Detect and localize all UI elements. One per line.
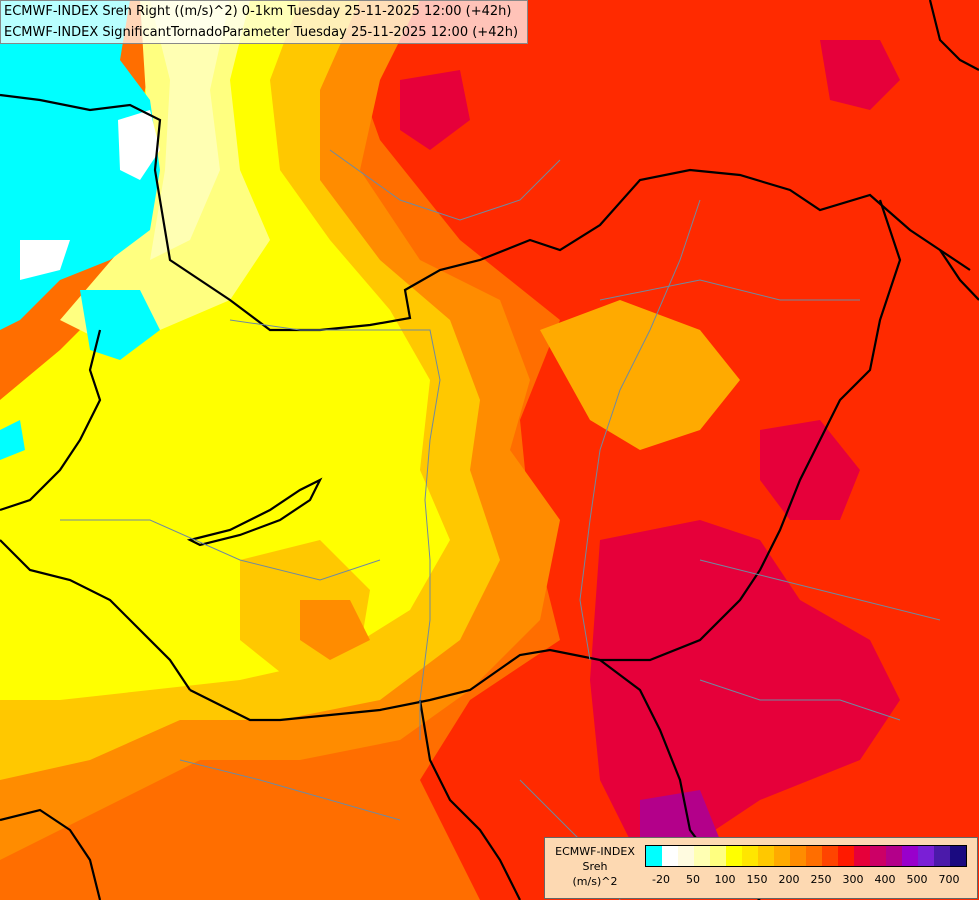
- border-east-edge: [939, 249, 979, 301]
- border-far-southwest: [0, 808, 102, 900]
- river-danube: [229, 319, 441, 740]
- region-white-patch-2: [20, 240, 70, 280]
- legend-swatch: [870, 846, 886, 866]
- border-far-northeast: [928, 0, 979, 71]
- region-line-3: [599, 279, 860, 301]
- region-cream: [150, 0, 230, 260]
- legend-swatch: [806, 846, 822, 866]
- region-crimson-east: [760, 420, 860, 520]
- border-south: [418, 699, 521, 900]
- legend-swatch: [822, 846, 838, 866]
- region-orange-southwest: [300, 600, 370, 660]
- legend-swatch: [646, 846, 662, 866]
- region-yellow: [0, 0, 450, 700]
- region-line-2: [60, 519, 381, 581]
- region-orange-patch-center: [540, 300, 740, 450]
- legend-source: ECMWF-INDEX: [555, 845, 635, 858]
- border-southwest: [0, 539, 191, 691]
- legend-swatch: [710, 846, 726, 866]
- legend-swatch: [694, 846, 710, 866]
- map-title-box: ECMWF-INDEX Sreh Right ((m/s)^2) 0-1km T…: [0, 0, 528, 44]
- legend-swatch: [838, 846, 854, 866]
- title-line-stp: ECMWF-INDEX SignificantTornadoParameter …: [4, 25, 519, 40]
- border-hungary-east: [189, 199, 902, 722]
- legend-unit: (m/s)^2: [572, 875, 618, 888]
- region-line-6: [179, 759, 401, 821]
- legend-tick-label: 50: [686, 873, 700, 886]
- legend-swatch: [902, 846, 918, 866]
- river-tisza: [579, 199, 701, 661]
- region-crimson-northeast: [820, 40, 900, 110]
- legend-swatch: [774, 846, 790, 866]
- region-crimson-north: [400, 70, 470, 150]
- legend-swatch: [950, 846, 966, 866]
- legend-tick-label: 200: [778, 873, 800, 886]
- legend-tick-label: 400: [874, 873, 896, 886]
- legend-color-bar: [645, 845, 967, 867]
- title-line-sreh: ECMWF-INDEX Sreh Right ((m/s)^2) 0-1km T…: [4, 4, 512, 19]
- legend-tick-label: 150: [746, 873, 768, 886]
- region-crimson-southeast: [590, 520, 900, 860]
- legend-swatch: [662, 846, 678, 866]
- legend-swatch: [758, 846, 774, 866]
- legend-tick-label: 100: [714, 873, 736, 886]
- legend-swatch: [854, 846, 870, 866]
- legend-swatch: [726, 846, 742, 866]
- border-north: [0, 93, 971, 332]
- legend-swatch: [886, 846, 902, 866]
- legend-swatch: [678, 846, 694, 866]
- legend-swatch: [742, 846, 758, 866]
- legend-swatch: [790, 846, 806, 866]
- legend-tick-label: 500: [906, 873, 928, 886]
- legend-variable: Sreh: [582, 860, 608, 873]
- region-white-patch-1: [118, 110, 160, 180]
- region-cyan-patch: [80, 290, 160, 360]
- legend-swatch: [934, 846, 950, 866]
- legend-tick-label: 300: [842, 873, 864, 886]
- legend-name: ECMWF-INDEX Sreh (m/s)^2: [545, 844, 645, 889]
- color-legend: ECMWF-INDEX Sreh (m/s)^2 -20 50 100 150 200 2…: [544, 837, 978, 899]
- lake-balaton: [186, 477, 323, 547]
- region-line-5: [699, 679, 901, 721]
- region-cyan-small: [0, 420, 25, 460]
- region-line-4: [699, 559, 941, 621]
- legend-tick-label: -20: [652, 873, 670, 886]
- region-line-1: [329, 149, 561, 221]
- legend-tick-label: 250: [810, 873, 832, 886]
- legend-tick-labels: -20 50 100 150 200 250 300 400 500 700: [645, 873, 975, 889]
- legend-swatch: [918, 846, 934, 866]
- legend-tick-label: 700: [938, 873, 960, 886]
- border-west: [0, 329, 102, 512]
